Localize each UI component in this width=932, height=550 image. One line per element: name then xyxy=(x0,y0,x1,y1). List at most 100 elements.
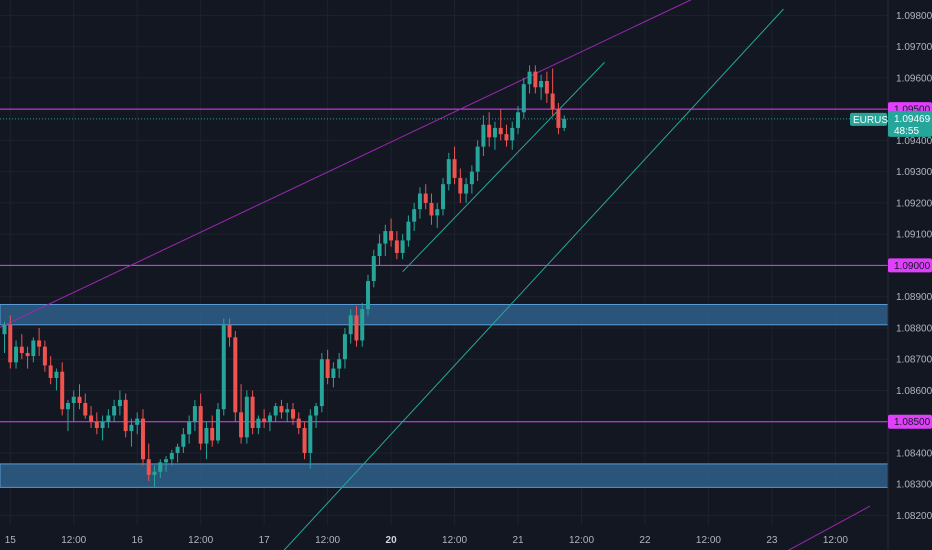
candle-body xyxy=(481,124,486,147)
candle xyxy=(498,109,503,141)
candle-body xyxy=(521,84,526,113)
candle-body xyxy=(181,434,186,447)
candle-body xyxy=(48,365,53,378)
candle-body xyxy=(100,421,105,428)
x-tick-label: 12:00 xyxy=(442,535,467,546)
candle xyxy=(48,356,53,385)
candle-body xyxy=(164,459,169,463)
candle-body xyxy=(400,240,405,253)
y-tick-label: 1.08800 xyxy=(896,323,932,334)
x-tick-label: 12:00 xyxy=(696,535,721,546)
candle xyxy=(273,402,278,422)
x-tick-label: 12:00 xyxy=(188,535,213,546)
candle-body xyxy=(227,324,232,338)
candle-body xyxy=(42,346,47,366)
candle xyxy=(492,121,497,150)
candle xyxy=(198,393,203,450)
time-axis[interactable]: 15 12:00 16 12:00 17 12:00 20 12:00 21 12:00 22 12:… xyxy=(5,535,849,546)
candle xyxy=(389,218,394,247)
candle-body xyxy=(383,231,388,244)
candle-body xyxy=(544,81,549,94)
candle-body xyxy=(314,406,319,416)
candle xyxy=(556,102,561,135)
candle-body xyxy=(8,324,13,363)
candle xyxy=(14,340,19,369)
candle xyxy=(400,234,405,260)
candle xyxy=(210,415,215,447)
candle-body xyxy=(2,324,7,335)
candle xyxy=(239,384,244,444)
level-price-label: 1.08500 xyxy=(894,417,931,428)
x-tick-label: 15 xyxy=(5,535,17,546)
candle xyxy=(158,459,163,478)
candle-body xyxy=(106,415,111,422)
candle-body xyxy=(94,421,99,428)
candle-body xyxy=(417,193,422,210)
candle-body xyxy=(233,337,238,413)
candle-body xyxy=(221,324,226,410)
candle xyxy=(423,184,428,210)
candle-body xyxy=(140,418,145,460)
candle-body xyxy=(423,193,428,203)
candle-body xyxy=(77,396,82,403)
support-resistance-zone xyxy=(0,463,889,488)
candle-body xyxy=(285,409,290,413)
x-tick-label: 22 xyxy=(639,535,651,546)
candle-body xyxy=(198,406,203,444)
candle-body xyxy=(510,127,515,141)
candle-body xyxy=(562,118,567,128)
candle-body xyxy=(377,243,382,257)
candle xyxy=(366,274,371,316)
candle xyxy=(279,399,284,419)
candle xyxy=(544,71,549,103)
y-tick-label: 1.08300 xyxy=(896,480,932,491)
candle-body xyxy=(475,146,480,172)
candle-body xyxy=(279,406,284,413)
last-price-value: 1.09469 xyxy=(894,114,931,125)
level-price-tag xyxy=(888,258,932,273)
candle xyxy=(244,390,249,444)
candle-body xyxy=(354,315,359,341)
candle xyxy=(342,327,347,369)
candle xyxy=(481,115,486,157)
trendline xyxy=(787,505,871,550)
candle-body xyxy=(135,418,140,425)
y-tick-label: 1.09300 xyxy=(896,167,932,178)
candle xyxy=(446,152,451,191)
candle-body xyxy=(210,427,215,441)
bar-countdown: 48:55 xyxy=(894,126,919,137)
candle xyxy=(417,187,422,219)
y-tick-label: 1.08400 xyxy=(896,448,932,459)
candle xyxy=(458,168,463,203)
candle-body xyxy=(31,340,36,357)
candle-body xyxy=(366,281,371,310)
candle-body xyxy=(239,412,244,438)
candle-body xyxy=(550,93,555,110)
candle-body xyxy=(308,415,313,453)
candle-body xyxy=(123,399,128,432)
candle xyxy=(296,412,301,435)
candle-body xyxy=(469,171,474,185)
candle xyxy=(406,215,411,247)
x-tick-label: 17 xyxy=(259,535,271,546)
x-tick-label: 12:00 xyxy=(61,535,86,546)
y-tick-label: 1.09100 xyxy=(896,230,932,241)
candle-body xyxy=(527,71,532,85)
candle xyxy=(233,331,238,422)
symbol-label: EURUSD xyxy=(853,115,895,126)
level-price-label: 1.09000 xyxy=(894,261,931,272)
candle-body xyxy=(429,202,434,216)
candle-body xyxy=(319,359,324,407)
candle-body xyxy=(435,209,440,216)
candle xyxy=(123,393,128,438)
candle xyxy=(181,427,186,453)
level-price-label: 1.09500 xyxy=(894,105,931,116)
candle-body xyxy=(296,418,301,428)
y-tick-label: 1.08700 xyxy=(896,355,932,366)
candle xyxy=(175,443,180,463)
candle-body xyxy=(325,359,330,378)
candle xyxy=(164,456,169,472)
level-price-tag xyxy=(888,414,932,429)
